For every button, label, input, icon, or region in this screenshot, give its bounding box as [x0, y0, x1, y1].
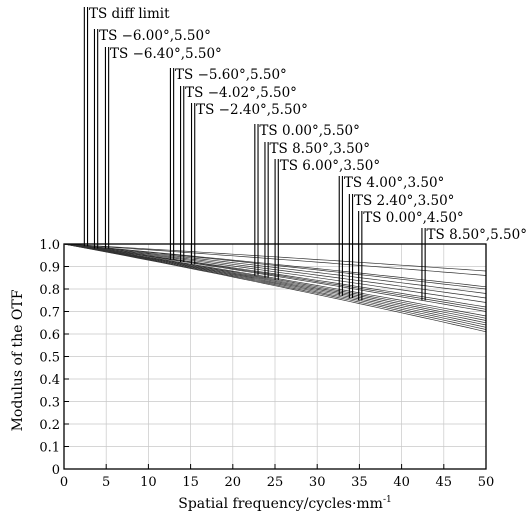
y-tick-labels: 0 0.1 0.2 0.3 0.4 0.5 0.6 0.7 0.8 0.9 1.0 [39, 238, 69, 478]
annotation-label: TS −2.40°,5.50° [196, 102, 308, 118]
annotation-label: TS 0.00°,4.50° [363, 210, 463, 226]
series-line [63, 243, 487, 333]
annotation-label: TS −5.60°,5.50° [175, 67, 287, 83]
x-tick-labels: 0 5 10 15 20 25 30 35 40 45 50 [60, 464, 494, 490]
x-tick-label: 25 [267, 475, 284, 490]
annotation-label: TS 0.00°,5.50° [259, 123, 359, 139]
y-tick-label: 0.5 [39, 351, 60, 366]
x-tick-label: 45 [436, 475, 453, 490]
annotation-labels: TS diff limit TS −6.00°,5.50° TS −6.40°,5.… [89, 6, 527, 243]
y-tick-label: 0.6 [39, 328, 60, 343]
annotation-label: TS diff limit [89, 6, 170, 22]
annotation-label: TS 2.40°,3.50° [354, 193, 454, 209]
x-tick-label: 5 [102, 475, 110, 490]
y-tick-label: 0.9 [39, 261, 60, 276]
annotation-label: TS −6.00°,5.50° [99, 28, 211, 44]
x-axis-title-main: Spatial frequency/cycles·mm [178, 496, 383, 512]
y-tick-label: 0.1 [39, 441, 60, 456]
x-axis-title-superscript: -1 [383, 495, 392, 505]
y-tick-label: 1.0 [39, 238, 60, 253]
y-tick-label: 0 [52, 463, 60, 478]
y-tick-label: 0.8 [39, 283, 60, 298]
y-tick-label: 0.4 [39, 373, 60, 388]
x-tick-label: 10 [140, 475, 157, 490]
x-axis-title: Spatial frequency/cycles·mm-1 [178, 495, 392, 512]
annotation-leaders [83, 7, 426, 301]
annotation-label: TS 8.50°,3.50° [270, 141, 370, 157]
x-tick-label: 50 [478, 475, 495, 490]
x-tick-label: 35 [351, 475, 368, 490]
annotation-label: TS 6.00°,3.50° [280, 158, 380, 174]
annotation-label: TS 8.50°,5.50° [427, 227, 527, 243]
y-tick-label: 0.3 [39, 396, 60, 411]
x-tick-label: 15 [182, 475, 199, 490]
x-tick-label: 0 [60, 475, 68, 490]
y-tick-label: 0.7 [39, 306, 60, 321]
annotation-label: TS 4.00°,3.50° [344, 175, 444, 191]
annotation-label: TS −4.02°,5.50° [185, 85, 297, 101]
annotation-label: TS −6.40°,5.50° [110, 46, 222, 62]
x-tick-label: 40 [393, 475, 410, 490]
x-tick-label: 20 [225, 475, 242, 490]
series-line [63, 243, 487, 324]
x-tick-label: 30 [309, 475, 326, 490]
series-line [63, 243, 487, 330]
y-axis-title: Modulus of the OTF [10, 289, 26, 431]
series-line [63, 243, 487, 326]
y-tick-label: 0.2 [39, 418, 60, 433]
